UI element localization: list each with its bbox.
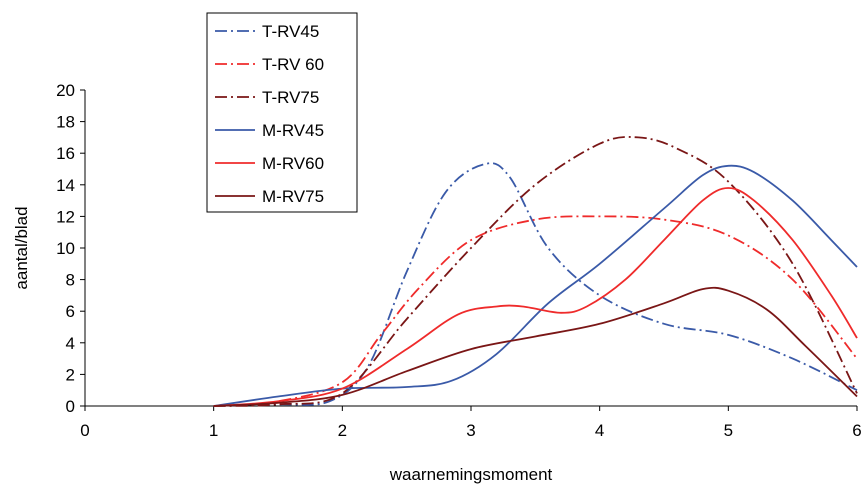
y-axis-title: aantal/blad [12, 206, 31, 289]
x-tick-label: 4 [595, 421, 604, 440]
y-tick-label: 16 [56, 144, 75, 163]
x-tick-label: 6 [852, 421, 861, 440]
y-tick-label: 10 [56, 239, 75, 258]
legend-label: T-RV45 [262, 22, 319, 41]
y-tick-label: 14 [56, 176, 75, 195]
series-lines [213, 136, 858, 407]
legend-label: M-RV45 [262, 121, 324, 140]
series-line-m-rv45 [213, 164, 858, 407]
y-tick-label: 2 [66, 365, 75, 384]
y-tick-label: 0 [66, 397, 75, 416]
series-line-m-rv75 [213, 286, 858, 407]
series-line-m-rv60 [213, 187, 858, 407]
legend-label: T-RV75 [262, 88, 319, 107]
legend-label: M-RV60 [262, 154, 324, 173]
x-axis-ticks: 0 1 2 3 4 5 6 [80, 406, 862, 440]
series-line-t-rv75 [213, 136, 858, 407]
x-tick-label: 0 [80, 421, 89, 440]
y-axis-ticks: 0 2 4 6 8 10 12 14 16 18 20 [56, 81, 85, 416]
legend-label: T-RV 60 [262, 55, 324, 74]
x-tick-label: 5 [724, 421, 733, 440]
x-tick-label: 1 [209, 421, 218, 440]
y-tick-label: 6 [66, 302, 75, 321]
y-tick-label: 8 [66, 271, 75, 290]
y-tick-label: 20 [56, 81, 75, 100]
y-tick-label: 4 [66, 334, 75, 353]
y-tick-label: 18 [56, 113, 75, 132]
series-line-t-rv60 [213, 215, 858, 407]
x-axis-title: waarnemingsmoment [389, 465, 553, 484]
series-line-t-rv45 [213, 162, 858, 407]
legend: T-RV45 T-RV 60 T-RV75 M-RV45 M-RV60 M-RV75 [206, 12, 358, 213]
legend-label: M-RV75 [262, 187, 324, 206]
x-tick-label: 3 [466, 421, 475, 440]
y-tick-label: 12 [56, 207, 75, 226]
legend-box [206, 12, 358, 213]
x-tick-label: 2 [338, 421, 347, 440]
